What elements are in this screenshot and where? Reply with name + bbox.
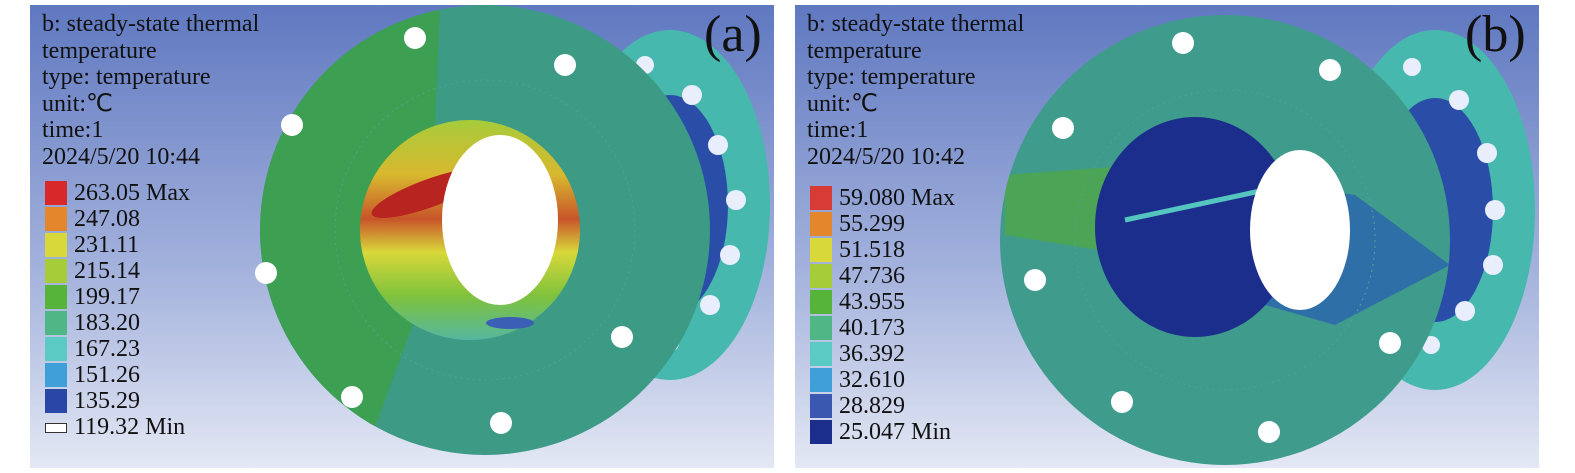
legend-value: 119.32 Min [74,414,186,440]
flange-render-a [30,5,774,468]
legend-swatch [45,423,67,433]
legend-value: 32.610 [839,367,905,393]
legend-value: 263.05 Max [74,180,190,206]
legend-value: 231.11 [74,232,140,258]
panel-label: (a) [704,6,762,63]
legend-value: 247.08 [74,206,140,232]
info-line: b: steady-state thermal [807,11,1025,37]
info-line: unit:℃ [807,90,878,117]
legend-swatch [45,181,67,205]
legend-value: 47.736 [839,263,905,289]
legend-swatch [810,342,832,366]
info-line: time:1 [42,117,104,143]
legend-swatch [45,285,67,309]
info-line: 2024/5/20 10:42 [807,143,966,170]
legend-value: 135.29 [74,388,140,414]
legend-swatch [45,207,67,231]
cold-bore [1095,117,1295,337]
legend-value: 199.17 [74,284,140,310]
legend-value: 215.14 [74,258,140,284]
legend-value: 183.20 [74,310,140,336]
legend-swatch [810,394,832,418]
legend-value: 55.299 [839,211,905,237]
legend-swatch [810,186,832,210]
legend-swatch [45,311,67,335]
info-line: temperature [42,37,157,64]
legend-value: 40.173 [839,315,905,341]
info-line: type: temperature [42,64,211,90]
info-line: temperature [807,37,922,64]
legend-value: 25.047 Min [839,419,952,445]
info-line: type: temperature [807,64,976,90]
legend-swatch [45,363,67,387]
legend-value: 28.829 [839,393,905,419]
legend-swatch [810,212,832,236]
info-block: b: steady-state thermal temperature type… [807,11,1024,170]
legend-value: 167.23 [74,336,140,362]
legend-swatch [810,238,832,262]
info-line: unit:℃ [42,90,113,117]
info-line: 2024/5/20 10:44 [42,143,201,170]
legend-swatch [45,233,67,257]
legend-value: 51.518 [839,237,905,263]
legend-swatch [810,290,832,314]
legend-value: 59.080 Max [839,185,955,211]
flange-render-b [795,5,1539,468]
legend-swatch [45,259,67,283]
info-line: b: steady-state thermal [42,11,260,37]
info-line: time:1 [807,117,869,143]
legend-value: 43.955 [839,289,905,315]
legend-value: 36.392 [839,341,905,367]
panel-a: b: steady-state thermal temperature type… [30,5,774,468]
legend-swatch [45,337,67,361]
legend-swatch [810,368,832,392]
legend-swatch [45,389,67,413]
legend-swatch [810,316,832,340]
panel-label: (b) [1465,6,1526,63]
panel-b: b: steady-state thermal temperature type… [795,5,1539,468]
legend-swatch [810,264,832,288]
legend-swatch [810,420,832,444]
info-block: b: steady-state thermal temperature type… [42,11,259,170]
legend-value: 151.26 [74,362,140,388]
